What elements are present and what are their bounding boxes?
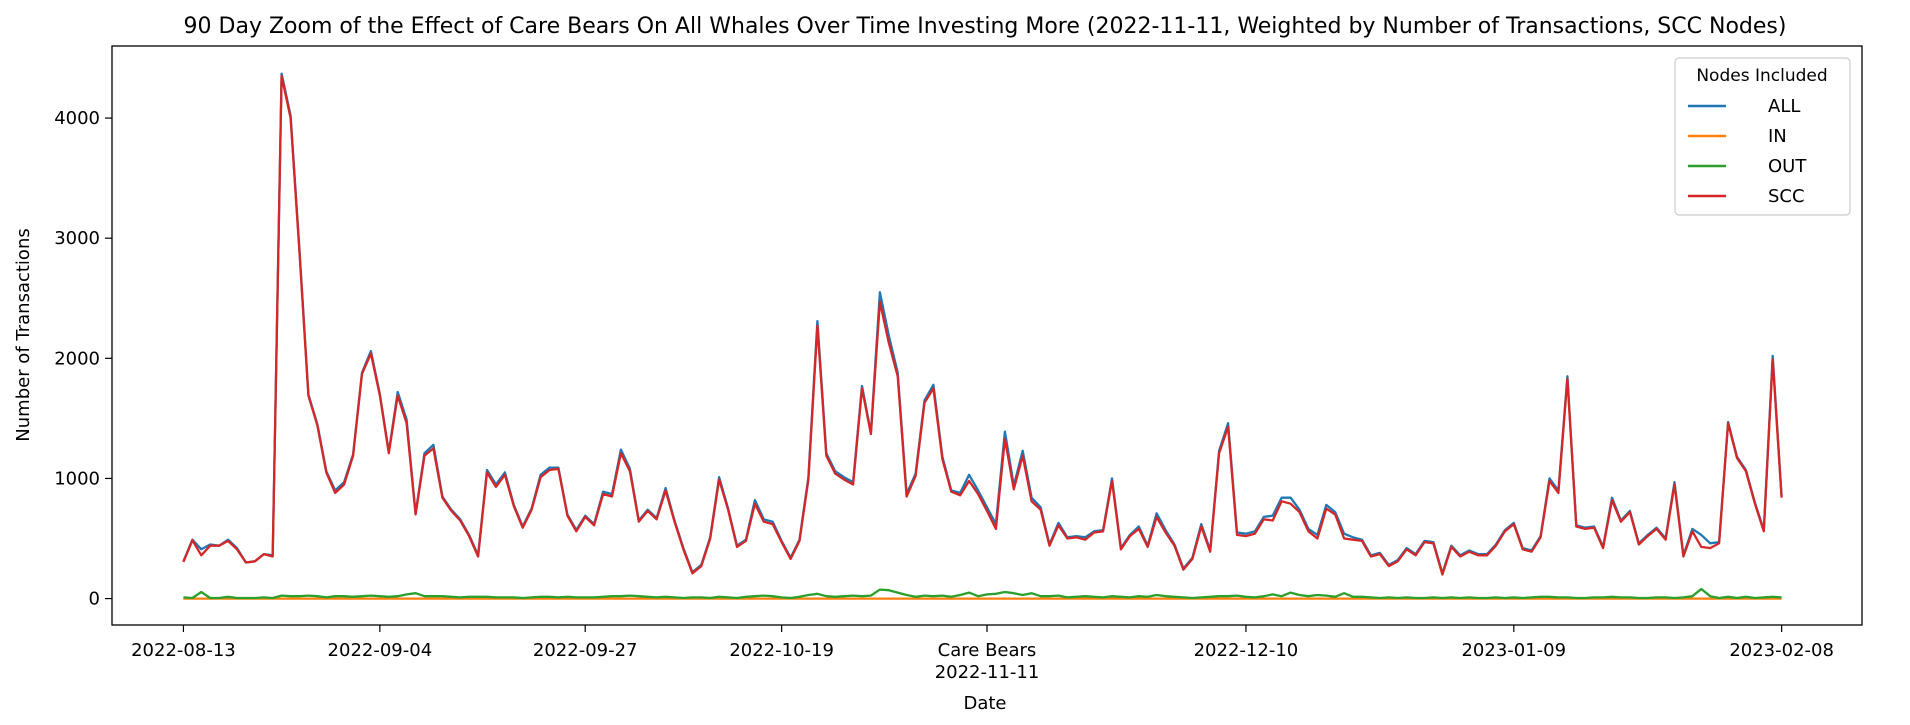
y-axis-label: Number of Transactions: [13, 228, 34, 441]
legend-title: Nodes Included: [1696, 66, 1827, 86]
legend-box: [1674, 57, 1851, 216]
chart-title: 90 Day Zoom of the Effect of Care Bears …: [184, 14, 1787, 39]
legend-label-all: ALL: [1768, 96, 1800, 117]
series-line-scc: [182, 74, 1783, 576]
legend-label-in: IN: [1768, 126, 1787, 147]
x-axis: 2022-08-13 2022-09-04 2022-09-27 2022-10-19…: [131, 625, 1834, 683]
x-tick-label-secondary: 2022-11-11: [935, 662, 1040, 683]
x-tick-label: 2022-10-19: [729, 640, 834, 661]
x-tick-label: 2022-09-27: [533, 640, 638, 661]
y-tick-label: 2000: [54, 348, 100, 369]
series-line-out: [183, 587, 1782, 600]
y-tick-label: 4000: [54, 108, 100, 129]
x-tick-label: 2022-08-13: [131, 640, 236, 661]
x-tick-label: 2022-12-10: [1194, 640, 1299, 661]
x-tick-label: 2023-02-08: [1729, 640, 1834, 661]
legend-label-out: OUT: [1768, 156, 1807, 177]
x-tick-label: 2023-01-09: [1461, 640, 1566, 661]
x-tick-label: Care Bears: [938, 640, 1037, 661]
y-tick-label: 1000: [54, 468, 100, 489]
series-lines: [182, 72, 1783, 600]
x-tick-label: 2022-09-04: [328, 640, 433, 661]
legend-entries: ALL IN OUT SCC: [1688, 96, 1807, 207]
legend-label-scc: SCC: [1768, 186, 1805, 207]
x-axis-label: Date: [963, 693, 1006, 714]
y-axis: 0 1000 2000 3000 4000: [54, 108, 112, 610]
legend: Nodes Included ALL IN OUT SCC: [1674, 57, 1851, 216]
y-tick-label: 0: [89, 589, 100, 610]
y-tick-label: 3000: [54, 228, 100, 249]
